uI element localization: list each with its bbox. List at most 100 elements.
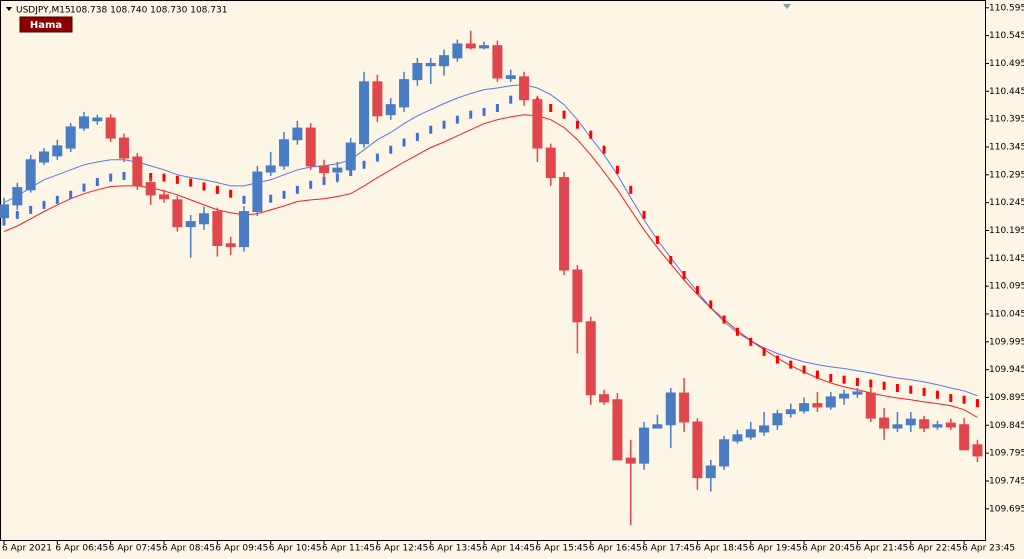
- candle-body: [812, 403, 823, 408]
- candle-body: [745, 429, 756, 438]
- y-tick-label: 110.595: [989, 3, 1024, 13]
- x-tick-label: 6 Apr 18:45: [695, 544, 748, 554]
- x-tick-label: 6 Apr 17:45: [642, 544, 695, 554]
- candle-body: [825, 396, 836, 408]
- candle-body: [785, 409, 796, 415]
- indicator-line: [3, 84, 978, 397]
- y-tick-label: 109.895: [989, 393, 1024, 403]
- candle-body: [705, 465, 716, 479]
- candle-body: [39, 151, 50, 163]
- candle-body: [212, 211, 223, 247]
- candle-body: [879, 417, 890, 429]
- y-tick-label: 110.145: [989, 254, 1024, 264]
- candle-body: [892, 424, 903, 429]
- y-tick-label: 110.395: [989, 115, 1024, 125]
- candle-body: [452, 43, 463, 59]
- candle-body: [599, 394, 610, 403]
- candle-body: [225, 243, 236, 248]
- y-tick-label: 109.695: [989, 504, 1024, 514]
- candle-body: [159, 194, 170, 200]
- plot-frame: [0, 0, 986, 541]
- candle-body: [465, 43, 476, 49]
- candle-body: [319, 165, 330, 174]
- x-tick-label: 6 Apr 13:45: [429, 544, 482, 554]
- y-tick-label: 110.345: [989, 142, 1024, 152]
- candle-body: [959, 424, 970, 451]
- indicator-button-label[interactable]: Hama: [30, 20, 62, 31]
- y-tick-label: 110.195: [989, 226, 1024, 236]
- candle-body: [92, 117, 103, 122]
- x-tick-label: 6 Apr 23:45: [962, 544, 1015, 554]
- chart-title: USDJPY,M15: [16, 6, 71, 16]
- x-tick-label: 6 Apr 2021: [2, 544, 52, 554]
- candle-body: [852, 391, 863, 395]
- candle-body: [719, 439, 730, 467]
- y-tick-label: 110.095: [989, 282, 1024, 292]
- candle-body: [145, 182, 156, 196]
- indicator-line: [3, 114, 978, 418]
- x-tick-label: 6 Apr 12:45: [375, 544, 428, 554]
- indicator-button[interactable]: [19, 16, 73, 33]
- candle-body: [479, 45, 490, 49]
- candle-body: [759, 425, 770, 433]
- x-tick-label: 6 Apr 19:45: [749, 544, 802, 554]
- candle-body: [185, 221, 196, 228]
- candle-body: [692, 421, 703, 479]
- candle-body: [119, 137, 130, 159]
- y-tick-label: 110.445: [989, 87, 1024, 97]
- candle-body: [65, 126, 76, 149]
- candle-body: [79, 116, 90, 129]
- candle-body: [772, 413, 783, 426]
- y-tick-label: 110.245: [989, 198, 1024, 208]
- candle-body: [305, 127, 316, 167]
- candle-body: [492, 45, 503, 79]
- candle-body: [412, 62, 423, 81]
- candle-body: [359, 81, 370, 145]
- candle-body: [372, 81, 383, 117]
- candle-body: [252, 171, 263, 213]
- candle-body: [572, 269, 583, 323]
- candle-body: [385, 104, 396, 116]
- x-tick-label: 6 Apr 21:45: [855, 544, 908, 554]
- candle-body: [292, 127, 303, 141]
- candle-body: [172, 199, 183, 228]
- candle-body: [132, 156, 143, 187]
- candle-body: [625, 457, 636, 464]
- candle-body: [932, 424, 943, 428]
- quote: 108.738 108.740 108.730 108.731: [70, 6, 227, 16]
- candle-body: [25, 159, 36, 191]
- candle-body: [52, 145, 63, 157]
- x-tick-label: 6 Apr 22:45: [909, 544, 962, 554]
- y-tick-label: 110.545: [989, 31, 1024, 41]
- candle-body: [612, 399, 623, 461]
- candle-body: [199, 213, 210, 225]
- candle-body: [865, 392, 876, 419]
- candle-body: [279, 139, 290, 167]
- shift-marker: [783, 4, 791, 9]
- y-tick-label: 109.995: [989, 337, 1024, 347]
- candle-body: [652, 424, 663, 429]
- candle-body: [505, 75, 516, 79]
- x-tick-label: 6 Apr 15:45: [535, 544, 588, 554]
- candle-body: [332, 167, 343, 173]
- candle-body: [519, 76, 530, 101]
- x-tick-label: 6 Apr 16:45: [589, 544, 642, 554]
- candle-body: [679, 392, 690, 423]
- candle-body: [639, 427, 650, 464]
- candle-body: [665, 392, 676, 426]
- candle-body: [0, 204, 9, 219]
- y-tick-label: 110.295: [989, 170, 1024, 180]
- y-tick-label: 110.045: [989, 309, 1024, 319]
- x-tick-label: 6 Apr 14:45: [482, 544, 535, 554]
- candle-body: [105, 117, 116, 139]
- candle-body: [585, 321, 596, 396]
- candle-body: [545, 147, 556, 179]
- y-tick-label: 109.845: [989, 421, 1024, 431]
- candle-body: [799, 403, 810, 412]
- y-tick-label: 109.745: [989, 476, 1024, 486]
- candle-body: [345, 142, 356, 171]
- candle-body: [532, 99, 543, 149]
- y-tick-label: 110.495: [989, 59, 1024, 69]
- candle-body: [425, 62, 436, 67]
- candle-body: [905, 418, 916, 426]
